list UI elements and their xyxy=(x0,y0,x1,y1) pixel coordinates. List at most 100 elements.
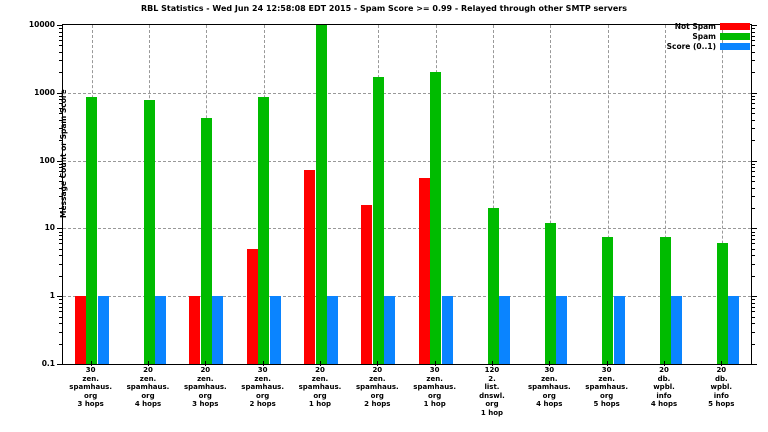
y-axis-minor-tick xyxy=(59,263,63,265)
x-axis-label: 20 zen. spamhaus. org 3 hops xyxy=(177,366,234,409)
y-axis-minor-tick xyxy=(59,107,63,109)
y-axis-minor-tick xyxy=(751,72,755,74)
y-axis-tick xyxy=(57,364,63,365)
y-axis-tick xyxy=(751,25,757,26)
y-axis-minor-tick xyxy=(751,207,755,209)
x-axis-label-line: org xyxy=(428,391,442,400)
bar-score-0-1 xyxy=(671,296,682,364)
bar-spam xyxy=(602,236,614,364)
y-axis-tick xyxy=(751,92,757,94)
legend-item: Score (0..1) xyxy=(667,42,750,51)
legend-color-swatch xyxy=(720,23,750,30)
bar-not-spam xyxy=(189,296,201,364)
bar-spam xyxy=(487,207,499,364)
y-axis-minor-tick xyxy=(59,128,63,130)
y-axis-minor-tick xyxy=(59,35,63,37)
y-axis-minor-tick xyxy=(59,51,63,53)
y-axis-tick xyxy=(57,296,63,298)
x-axis-label-line: db. xyxy=(657,374,671,383)
x-axis-label: 20 zen. spamhaus. org 2 hops xyxy=(349,366,406,409)
legend-label: Spam xyxy=(692,32,716,41)
x-axis-label-line: 1 hop xyxy=(480,408,504,417)
x-axis-label-line: 3 hops xyxy=(77,400,104,409)
x-axis-label-line: 20 xyxy=(143,366,153,374)
y-axis-minor-tick xyxy=(751,113,755,115)
x-axis-label-line: info xyxy=(656,391,672,400)
x-axis-label-line: 20 xyxy=(372,366,383,374)
y-axis-minor-tick xyxy=(59,31,63,33)
y-axis-minor-tick xyxy=(751,255,755,257)
y-axis-minor-tick xyxy=(59,231,63,233)
legend-label: Not Spam xyxy=(674,22,716,31)
y-axis-tick xyxy=(751,160,757,162)
x-axis-tick xyxy=(377,361,379,366)
x-axis-label-line: zen. xyxy=(311,374,329,383)
bar-not-spam xyxy=(246,248,258,364)
bar-score-0-1 xyxy=(441,296,453,364)
x-axis-label-line: spamhaus. xyxy=(126,383,170,392)
y-axis-minor-tick xyxy=(751,128,755,130)
y-axis-minor-tick xyxy=(751,107,755,109)
bar-score-0-1 xyxy=(212,296,224,364)
y-axis-minor-tick xyxy=(751,299,755,301)
bar-spam xyxy=(659,236,671,364)
y-axis-minor-tick xyxy=(751,28,755,30)
y-axis-minor-tick xyxy=(751,35,755,37)
y-axis-minor-tick xyxy=(751,231,755,233)
y-axis-tick-label: 100 xyxy=(39,155,55,165)
y-axis-minor-tick xyxy=(751,119,755,121)
y-axis-minor-tick xyxy=(751,171,755,173)
grid-line xyxy=(63,160,751,162)
x-axis-label-line: 30 xyxy=(85,366,96,374)
y-axis-minor-tick xyxy=(59,306,63,308)
x-axis-label-line: dnswl. xyxy=(479,391,505,400)
y-axis-tick xyxy=(751,364,757,365)
y-axis-minor-tick xyxy=(751,140,755,142)
x-axis-tick xyxy=(492,361,493,366)
y-axis-minor-tick xyxy=(751,187,755,189)
x-axis-label-line: 30 xyxy=(257,366,268,374)
y-axis-minor-tick xyxy=(751,316,755,318)
plot-area: Message Count or Spam Score 10000 1000 100… xyxy=(29,20,757,368)
x-axis-label-line: 30 xyxy=(429,366,440,374)
x-axis-tick xyxy=(664,361,665,366)
bar-score-0-1 xyxy=(327,296,338,364)
x-axis-label-line: zen. xyxy=(369,374,386,383)
x-axis-label-line: wpbl. xyxy=(710,383,733,392)
y-axis-minor-tick xyxy=(751,181,755,182)
x-axis-label-line: info xyxy=(713,391,729,400)
x-axis-label-line: org xyxy=(542,391,556,400)
x-axis-label: 20 db. wpbl. info 5 hops xyxy=(693,366,750,409)
y-axis-minor-tick xyxy=(59,103,63,105)
x-axis-label-line: org xyxy=(370,391,384,400)
x-axis-label-line: 4 hops xyxy=(650,400,678,409)
x-axis-label-line: spamhaus. xyxy=(69,383,113,392)
y-axis-minor-tick xyxy=(751,234,755,236)
x-axis-label-line: zen. xyxy=(82,374,99,383)
x-axis-label-line: 2 hops xyxy=(364,400,391,409)
bar-score-0-1 xyxy=(556,296,568,364)
y-axis-minor-tick xyxy=(751,31,755,33)
y-axis-minor-tick xyxy=(59,316,63,318)
bar-not-spam xyxy=(74,296,86,364)
bar-spam xyxy=(372,77,384,364)
x-axis-tick xyxy=(549,361,551,366)
x-axis-label-line: 20 xyxy=(659,366,669,374)
x-axis-tick xyxy=(606,361,608,366)
y-axis-minor-tick xyxy=(59,243,63,245)
x-axis-label-line: 1 hop xyxy=(423,400,446,409)
bar-spam xyxy=(200,117,212,364)
x-axis-label-line: zen. xyxy=(197,374,214,383)
x-axis-label: 20 zen. spamhaus. org 4 hops xyxy=(119,366,176,409)
x-axis-label-line: zen. xyxy=(598,374,615,383)
bar-spam xyxy=(544,223,556,364)
y-axis-minor-tick xyxy=(59,255,63,257)
y-axis-minor-tick xyxy=(59,181,63,182)
y-axis-minor-tick xyxy=(751,95,755,97)
x-axis-label-line: spamhaus. xyxy=(298,383,342,392)
x-axis-label-line: 1 hop xyxy=(308,400,332,409)
x-axis-label: 120 2. list. dnswl. org 1 hop xyxy=(463,366,520,418)
x-axis-label-line: 20 xyxy=(200,366,211,374)
x-axis-label-line: org xyxy=(256,391,270,400)
y-axis-minor-tick xyxy=(59,323,63,325)
